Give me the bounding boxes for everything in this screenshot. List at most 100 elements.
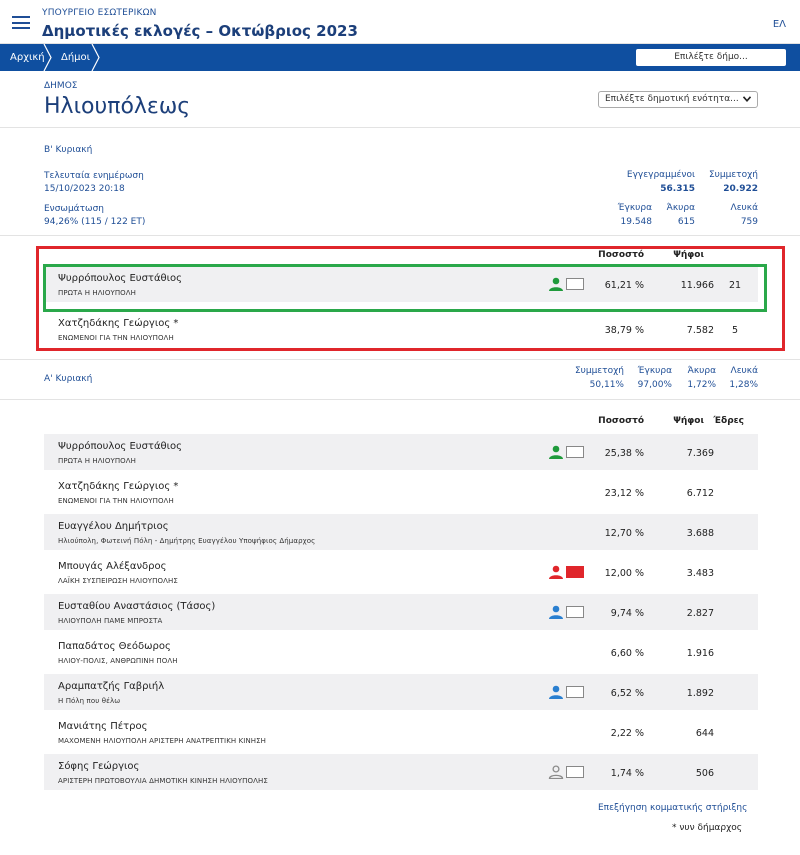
integration-label: Ενσωμάτωση (44, 204, 104, 214)
table-row[interactable]: Μανιάτης Πέτρος ΜΑΧΟΜΕΝΗ ΗΛΙΟΥΠΟΛΗ ΑΡΙΣΤ… (44, 714, 758, 750)
round1-valid-value: 97,00% (637, 380, 672, 390)
round2-col-percent: Ποσοστό (598, 250, 644, 260)
party-flag-icon (566, 606, 584, 618)
divider (0, 359, 800, 360)
candidate-party: ΠΡΩΤΑ Η ΗΛΙΟΥΠΟΛΗ (58, 289, 137, 297)
candidate-votes: 6.712 (686, 488, 714, 499)
candidate-votes: 3.483 (686, 568, 714, 579)
municipality-select[interactable]: Επιλέξτε δήμο... (636, 49, 786, 66)
table-row[interactable]: Μπουγάς Αλέξανδρος ΛΑΪΚΗ ΣΥΣΠΕΙΡΩΣΗ ΗΛΙΟ… (44, 554, 758, 590)
candidate-name: Σόφης Γεώργιος (58, 761, 140, 772)
candidate-votes: 644 (695, 728, 714, 739)
table-row[interactable]: Ευαγγέλου Δημήτριος Ηλιούπολη, Φωτεινή Π… (44, 514, 758, 550)
round1-title: Α' Κυριακή (44, 374, 93, 384)
divider (0, 235, 800, 236)
candidate-percent: 6,52 % (610, 688, 644, 699)
round1-blank-value: 1,28% (729, 380, 758, 390)
candidate-name: Ευαγγέλου Δημήτριος (58, 521, 169, 532)
blank-value: 759 (740, 217, 758, 227)
invalid-label: Άκυρα (666, 203, 695, 213)
party-flag-icon (566, 446, 584, 458)
round1-valid-label: Έγκυρα (637, 366, 672, 376)
registered-value: 56.315 (660, 184, 695, 194)
round2-title: Β' Κυριακή (44, 145, 93, 155)
table-row[interactable]: Αραμπατζής Γαβριήλ Η Πόλη που θέλω 6,52 … (44, 674, 758, 710)
candidate-name: Ευσταθίου Αναστάσιος (Τάσος) (58, 601, 216, 612)
round1-col-votes: Ψήφοι (673, 416, 704, 426)
integration-value: 94,26% (115 / 122 ΕΤ) (44, 217, 146, 227)
candidate-votes: 11.966 (680, 280, 714, 291)
round1-turnout-label: Συμμετοχή (574, 366, 624, 376)
breadcrumb: Αρχική Δήμοι Επιλέξτε δήμο... (0, 44, 800, 71)
municipal-unit-select[interactable]: Επιλέξτε δημοτική ενότητα... (598, 91, 758, 108)
candidate-party: ΗΛΙΟΥΠΟΛΗ ΠΑΜΕ ΜΠΡΟΣΤΑ (58, 617, 163, 625)
page-title: Ηλιουπόλεως (44, 94, 191, 119)
party-flag-icon (566, 278, 584, 290)
candidate-votes: 2.827 (686, 608, 714, 619)
valid-label: Έγκυρα (617, 203, 652, 213)
candidate-seats: 5 (731, 325, 739, 336)
breadcrumb-municipalities[interactable]: Δήμοι (61, 52, 91, 63)
app-header: ΥΠΟΥΡΓΕΙΟ ΕΣΩΤΕΡΙΚΩΝ Δημοτικές εκλογές –… (0, 0, 800, 44)
candidate-votes: 1.892 (686, 688, 714, 699)
breadcrumb-home[interactable]: Αρχική (10, 52, 45, 63)
person-icon (549, 565, 563, 579)
footnote: * νυν δήμαρχος (672, 823, 743, 833)
candidate-percent: 2,22 % (610, 728, 644, 739)
app-title: Δημοτικές εκλογές – Οκτώβριος 2023 (42, 22, 358, 40)
candidate-name: Μπουγάς Αλέξανδρος (58, 561, 167, 572)
candidate-name: Ψυρρόπουλος Ευστάθιος (58, 441, 183, 452)
municipality-label: ΔΗΜΟΣ (44, 81, 78, 91)
candidate-percent: 1,74 % (610, 768, 644, 779)
candidate-percent: 9,74 % (610, 608, 644, 619)
round1-invalid-value: 1,72% (687, 380, 716, 390)
turnout-label: Συμμετοχή (708, 170, 758, 180)
language-switch[interactable]: ΕΛ (772, 19, 786, 30)
candidate-percent: 12,00 % (604, 568, 644, 579)
divider (0, 127, 800, 128)
candidate-party: ΛΑΪΚΗ ΣΥΣΠΕΙΡΩΣΗ ΗΛΙΟΥΠΟΛΗΣ (58, 577, 178, 585)
candidate-percent: 25,38 % (604, 448, 644, 459)
table-row[interactable]: Σόφης Γεώργιος ΑΡΙΣΤΕΡΗ ΠΡΩΤΟΒΟΥΛΙΑ ΔΗΜΟ… (44, 754, 758, 790)
candidate-party: Ηλιούπολη, Φωτεινή Πόλη - Δημήτρης Ευαγγ… (58, 537, 316, 545)
valid-value: 19.548 (620, 217, 653, 227)
table-row[interactable]: Χατζηδάκης Γεώργιος * ΕΝΩΜΕΝΟΙ ΓΙΑ ΤΗΝ Η… (44, 311, 758, 347)
party-flag-icon (566, 686, 584, 698)
candidate-party: ΕΝΩΜΕΝΟΙ ΓΙΑ ΤΗΝ ΗΛΙΟΥΠΟΛΗ (58, 497, 174, 505)
candidate-votes: 506 (695, 768, 714, 779)
table-row[interactable]: Ευσταθίου Αναστάσιος (Τάσος) ΗΛΙΟΥΠΟΛΗ Π… (44, 594, 758, 630)
party-flag-icon (566, 566, 584, 578)
round1-invalid-label: Άκυρα (687, 366, 716, 376)
candidate-percent: 61,21 % (604, 280, 644, 291)
last-update-value: 15/10/2023 20:18 (44, 184, 125, 194)
party-support-link[interactable]: Επεξήγηση κομματικής στήριξης (598, 803, 748, 813)
chevron-down-icon (743, 96, 751, 102)
last-update-label: Τελευταία ενημέρωση (44, 171, 144, 181)
candidate-party: ΠΡΩΤΑ Η ΗΛΙΟΥΠΟΛΗ (58, 457, 137, 465)
candidate-percent: 12,70 % (604, 528, 644, 539)
candidate-percent: 23,12 % (604, 488, 644, 499)
candidate-votes: 1.916 (686, 648, 714, 659)
candidate-party: ΕΝΩΜΕΝΟΙ ΓΙΑ ΤΗΝ ΗΛΙΟΥΠΟΛΗ (58, 334, 174, 342)
breadcrumb-separator-icon (43, 44, 52, 71)
turnout-value: 20.922 (723, 184, 758, 194)
candidate-votes: 7.582 (686, 325, 714, 336)
municipal-unit-select-label: Επιλέξτε δημοτική ενότητα... (605, 94, 739, 104)
person-icon (549, 445, 563, 459)
party-flag-icon (566, 766, 584, 778)
person-icon (549, 685, 563, 699)
table-row[interactable]: Χατζηδάκης Γεώργιος * ΕΝΩΜΕΝΟΙ ΓΙΑ ΤΗΝ Η… (44, 474, 758, 510)
candidate-name: Αραμπατζής Γαβριήλ (58, 681, 165, 692)
highlight-box-red (36, 246, 785, 351)
hamburger-icon[interactable] (12, 16, 30, 29)
registered-label: Εγγεγραμμένοι (626, 170, 695, 180)
ministry-name: ΥΠΟΥΡΓΕΙΟ ΕΣΩΤΕΡΙΚΩΝ (42, 8, 157, 18)
blank-label: Λευκά (730, 203, 758, 213)
table-row[interactable]: Παπαδάτος Θεόδωρος ΗΛΙΟΥ-ΠΟΛΙΣ, ΑΝΘΡΩΠΙΝ… (44, 634, 758, 670)
breadcrumb-separator-icon (91, 44, 100, 71)
table-row[interactable]: Ψυρρόπουλος Ευστάθιος ΠΡΩΤΑ Η ΗΛΙΟΥΠΟΛΗ … (44, 266, 758, 302)
candidate-votes: 7.369 (686, 448, 714, 459)
candidate-name: Παπαδάτος Θεόδωρος (58, 641, 171, 652)
table-row[interactable]: Ψυρρόπουλος Ευστάθιος ΠΡΩΤΑ Η ΗΛΙΟΥΠΟΛΗ … (44, 434, 758, 470)
invalid-value: 615 (677, 217, 695, 227)
